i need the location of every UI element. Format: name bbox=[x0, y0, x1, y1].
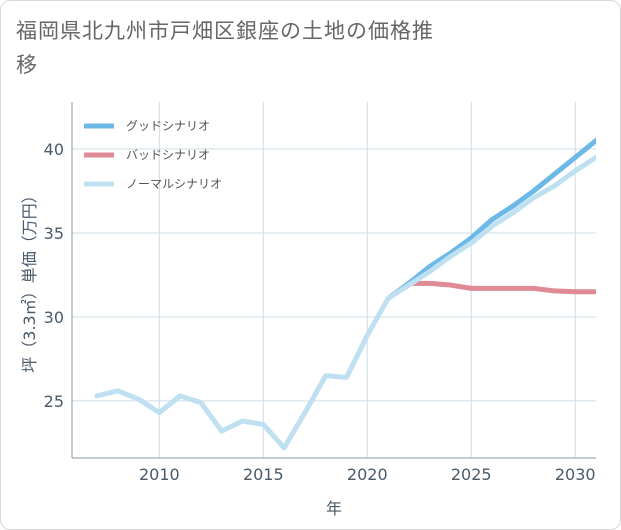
y-tick-label-35: 35 bbox=[44, 224, 64, 243]
x-axis-label: 年 bbox=[326, 499, 342, 518]
series-layer bbox=[94, 138, 596, 451]
chart-title: 福岡県北九州市戸畑区銀座の土地の価格推移 bbox=[16, 19, 434, 77]
axes bbox=[71, 102, 596, 459]
series-line-2 bbox=[385, 280, 596, 301]
y-tick-label-40: 40 bbox=[44, 140, 64, 159]
tick-labels: 2010 2015 2020 2025 2030 25 30 35 40 bbox=[44, 140, 596, 484]
series-line-1 bbox=[385, 138, 596, 301]
x-tick-label-2025: 2025 bbox=[451, 465, 492, 484]
x-tick-label-2030: 2030 bbox=[555, 465, 596, 484]
x-tick-label-2010: 2010 bbox=[139, 465, 180, 484]
grid-lines bbox=[72, 102, 596, 458]
y-tick-label-30: 30 bbox=[44, 308, 64, 327]
legend-label-2: バッドシナリオ bbox=[126, 148, 210, 162]
x-tick-label-2015: 2015 bbox=[243, 465, 284, 484]
series-line-3 bbox=[94, 154, 596, 451]
x-tick-label-2020: 2020 bbox=[347, 465, 388, 484]
y-axis-label: 坪（3.3㎡）単価（万円） bbox=[20, 187, 39, 372]
legend-label-3: ノーマルシナリオ bbox=[126, 177, 222, 191]
legend-label-1: グッドシナリオ bbox=[126, 119, 210, 133]
y-tick-label-25: 25 bbox=[44, 392, 64, 411]
